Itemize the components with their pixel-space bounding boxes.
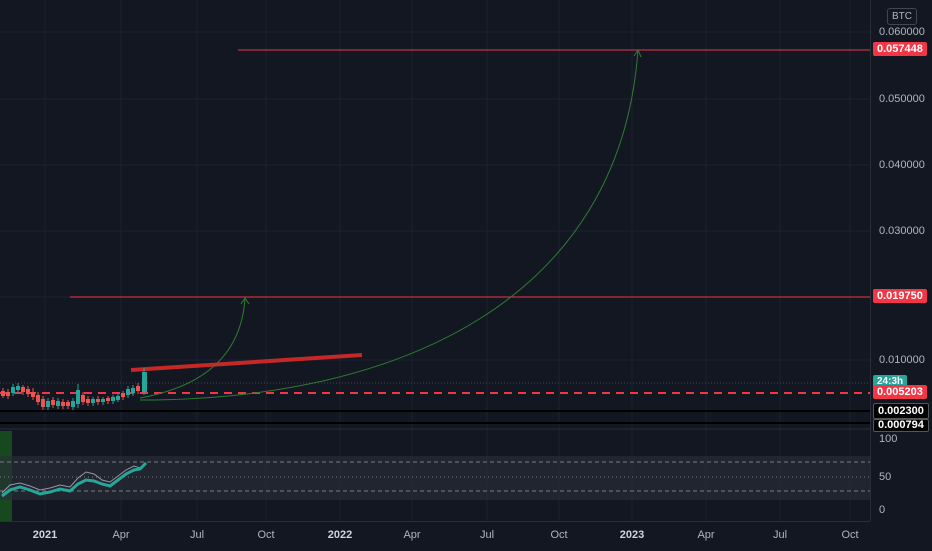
candle xyxy=(91,397,95,406)
rsi-tick: 50 xyxy=(879,471,892,483)
candle xyxy=(66,400,70,409)
projection-curve-high xyxy=(139,49,639,401)
time-tick: Oct xyxy=(841,529,859,541)
price-tick: 0.030000 xyxy=(879,225,925,237)
candle xyxy=(76,384,80,408)
support-price-label: 0.002300 xyxy=(873,403,929,419)
rsi-line xyxy=(1,461,148,498)
candle xyxy=(61,399,65,409)
chart-canvas[interactable] xyxy=(0,0,870,521)
candle xyxy=(1,388,5,398)
candle xyxy=(71,398,75,410)
candle xyxy=(11,384,15,396)
price-tick: 0.010000 xyxy=(879,354,925,366)
time-tick: Apr xyxy=(403,529,421,541)
candle xyxy=(41,396,45,410)
current-price-label: 0.005203 xyxy=(873,385,927,399)
time-tick: Oct xyxy=(257,529,275,541)
time-axis[interactable]: 2021 Apr Jul Oct 2022 Apr Jul Oct 2023 A… xyxy=(0,521,870,551)
candle xyxy=(101,397,105,405)
target-high-price-label: 0.057448 xyxy=(873,42,927,56)
time-tick: Apr xyxy=(112,529,130,541)
projection-curve-mid xyxy=(139,297,246,399)
candle xyxy=(121,391,125,400)
candle xyxy=(86,396,90,406)
candle xyxy=(106,396,110,404)
candle xyxy=(56,398,60,409)
time-tick: 2021 xyxy=(32,529,58,541)
candle xyxy=(131,385,135,396)
time-tick: Jul xyxy=(772,529,788,541)
candle xyxy=(142,368,147,395)
time-tick: Jul xyxy=(479,529,495,541)
candle xyxy=(26,386,30,397)
rsi-signal-line xyxy=(1,462,147,494)
time-tick: 2022 xyxy=(327,529,353,541)
projection-curve-high-arrow xyxy=(633,48,642,58)
time-tick: 2023 xyxy=(619,529,645,541)
candle xyxy=(31,388,35,400)
rsi-tick: 0 xyxy=(879,504,886,516)
candle xyxy=(81,392,85,405)
currency-badge: BTC xyxy=(887,8,917,25)
candle xyxy=(16,383,20,393)
candle xyxy=(116,394,120,402)
price-tick: 0.040000 xyxy=(879,159,925,171)
support-price-label-2: 0.000794 xyxy=(873,419,929,432)
target-mid-price-label: 0.019750 xyxy=(873,289,927,303)
candle xyxy=(136,383,140,394)
candle xyxy=(21,385,25,395)
price-tick: 0.050000 xyxy=(879,93,925,105)
candle xyxy=(96,396,100,405)
projection-curve-mid-arrow xyxy=(240,297,250,305)
candle xyxy=(6,389,10,399)
trendline xyxy=(130,353,363,372)
countdown-label: 24:3h xyxy=(873,375,908,388)
candles xyxy=(1,368,147,410)
candle xyxy=(46,398,50,410)
grid xyxy=(0,0,870,521)
candle xyxy=(126,386,130,398)
price-axis[interactable]: BTC 0.060000 0.050000 0.040000 0.030000 … xyxy=(870,0,932,521)
time-tick: Oct xyxy=(550,529,568,541)
time-tick: Jul xyxy=(189,529,205,541)
price-tick: 0.060000 xyxy=(879,26,925,38)
rsi-band xyxy=(0,456,870,500)
candle xyxy=(111,395,115,404)
time-tick: Apr xyxy=(697,529,715,541)
rsi-tick: 100 xyxy=(879,433,898,445)
candle xyxy=(51,397,55,408)
candle xyxy=(36,392,40,405)
